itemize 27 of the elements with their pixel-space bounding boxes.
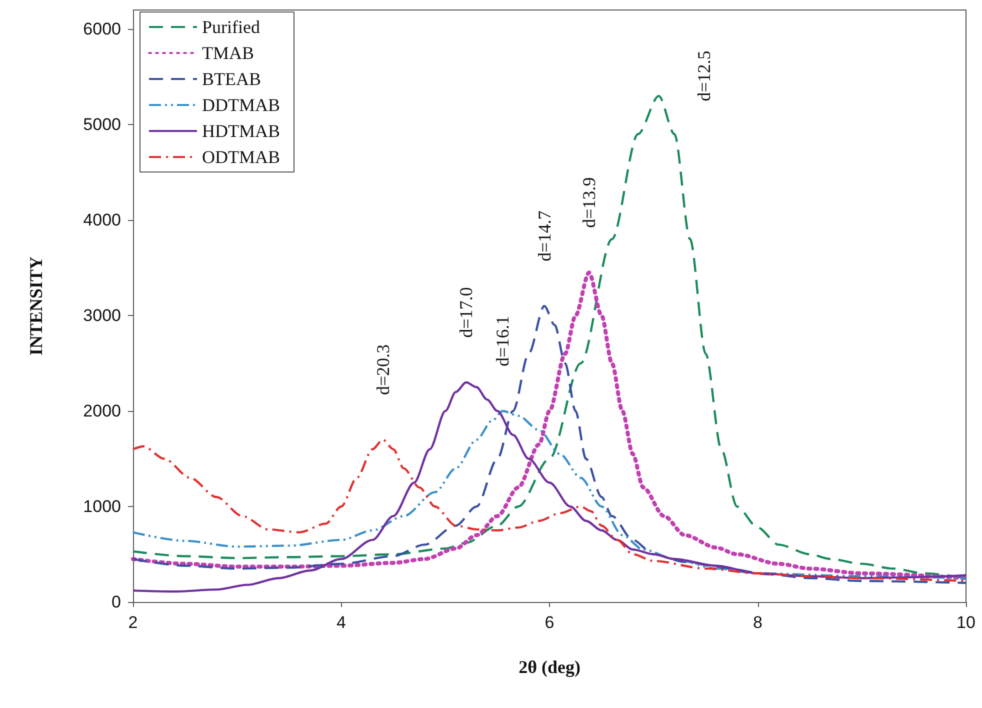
legend-label: Purified xyxy=(202,17,260,37)
annotation: d=17.0 xyxy=(456,287,476,338)
legend-label: BTEAB xyxy=(202,69,262,89)
annotation: d=14.7 xyxy=(534,210,554,262)
annotation: d=20.3 xyxy=(372,344,393,396)
x-tick-label: 2 xyxy=(128,613,138,632)
x-tick-label: 4 xyxy=(336,613,346,632)
line-series xyxy=(132,410,968,580)
annotation: d=12.5 xyxy=(694,50,714,102)
y-tick-label: 5000 xyxy=(83,115,121,134)
x-tick-label: 10 xyxy=(956,613,976,632)
legend-label: DDTMAB xyxy=(202,95,280,115)
y-tick-label: 2000 xyxy=(83,402,121,421)
x-tick-label: 6 xyxy=(544,613,554,632)
y-tick-label: 1000 xyxy=(83,497,121,516)
annotation: d=16.1 xyxy=(492,316,513,366)
legend-label: HDTMAB xyxy=(202,121,280,141)
y-tick-label: 4000 xyxy=(83,210,121,230)
x-tick-label: 8 xyxy=(753,613,762,632)
legend-label: ODTMAB xyxy=(202,147,280,167)
y-tick-label: 3000 xyxy=(83,306,121,326)
annotation: d=13.9 xyxy=(579,177,600,228)
x-axis-title: 2θ (deg) xyxy=(518,657,580,677)
y-tick-label: 6000 xyxy=(83,20,121,39)
y-tick-label: 0 xyxy=(112,592,121,612)
legend-label: TMAB xyxy=(202,43,254,63)
y-axis-title: INTENSITY xyxy=(26,256,46,356)
